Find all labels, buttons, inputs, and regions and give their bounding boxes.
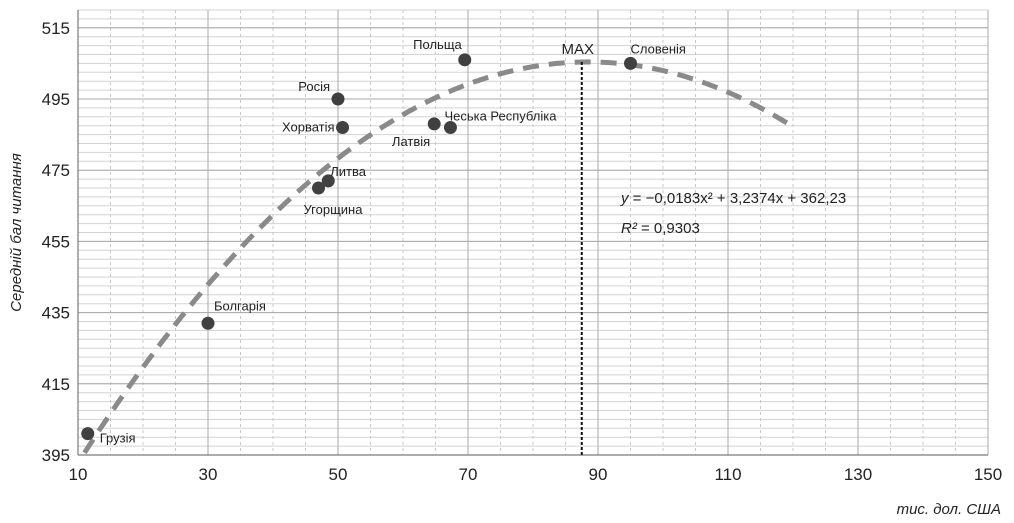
x-axis-title: тис. дол. США — [897, 501, 1001, 518]
data-point-label: Грузія — [100, 431, 136, 446]
data-point — [427, 117, 441, 131]
data-point — [81, 427, 95, 441]
data-point-label: Литва — [330, 164, 367, 179]
max-marker: MAX — [561, 41, 594, 455]
max-label: MAX — [561, 41, 594, 58]
data-point — [458, 53, 472, 67]
data-point-label: Росія — [298, 79, 330, 94]
x-tick-label: 30 — [199, 465, 218, 484]
y-tick-label: 515 — [42, 19, 70, 38]
trendline — [82, 59, 795, 455]
x-tick-label: 50 — [329, 465, 348, 484]
data-point — [336, 120, 350, 134]
y-tick-label: 435 — [42, 304, 70, 323]
x-tick-label: 70 — [459, 465, 478, 484]
y-tick-label: 395 — [42, 446, 70, 465]
y-tick-label: 475 — [42, 161, 70, 180]
data-point-label: Словенія — [631, 41, 686, 56]
data-point — [312, 181, 325, 195]
data-point — [624, 56, 637, 70]
data-point-label: Угорщина — [304, 202, 364, 217]
data-points: Грузія Болгарія Угорщина Литва Росія Хорватія… — [81, 37, 686, 446]
data-point — [443, 120, 457, 134]
data-point-label: Хорватія — [282, 119, 335, 134]
data-point-label: Чеська Республіка — [444, 108, 557, 123]
trendline-r2: R² = 0,9303 — [621, 220, 700, 237]
x-tick-label: 10 — [69, 465, 88, 484]
grid — [77, 9, 989, 456]
y-tick-label: 495 — [42, 90, 70, 109]
y-tick-label: 455 — [42, 232, 70, 251]
y-tick-label: 415 — [42, 375, 70, 394]
x-tick-label: 110 — [714, 465, 741, 484]
y-axis-title: Середній бал читання — [8, 153, 25, 312]
data-point — [201, 316, 215, 330]
trendline-equation: y = −0,0183x² + 3,2374x + 362,23 — [620, 190, 846, 207]
data-point — [321, 174, 335, 188]
data-point — [331, 92, 345, 106]
axes: 395 415 435 455 475 495 515 10 30 50 70 90 110 130 150 — [42, 10, 1002, 484]
trendline-curve — [82, 59, 795, 455]
data-point-label: Латвія — [392, 134, 430, 149]
x-tick-label: 150 — [974, 465, 1002, 484]
x-tick-label: 90 — [589, 465, 608, 484]
data-point-label: Польща — [413, 37, 462, 52]
x-tick-label: 130 — [844, 465, 872, 484]
data-point-label: Болгарія — [214, 298, 266, 313]
